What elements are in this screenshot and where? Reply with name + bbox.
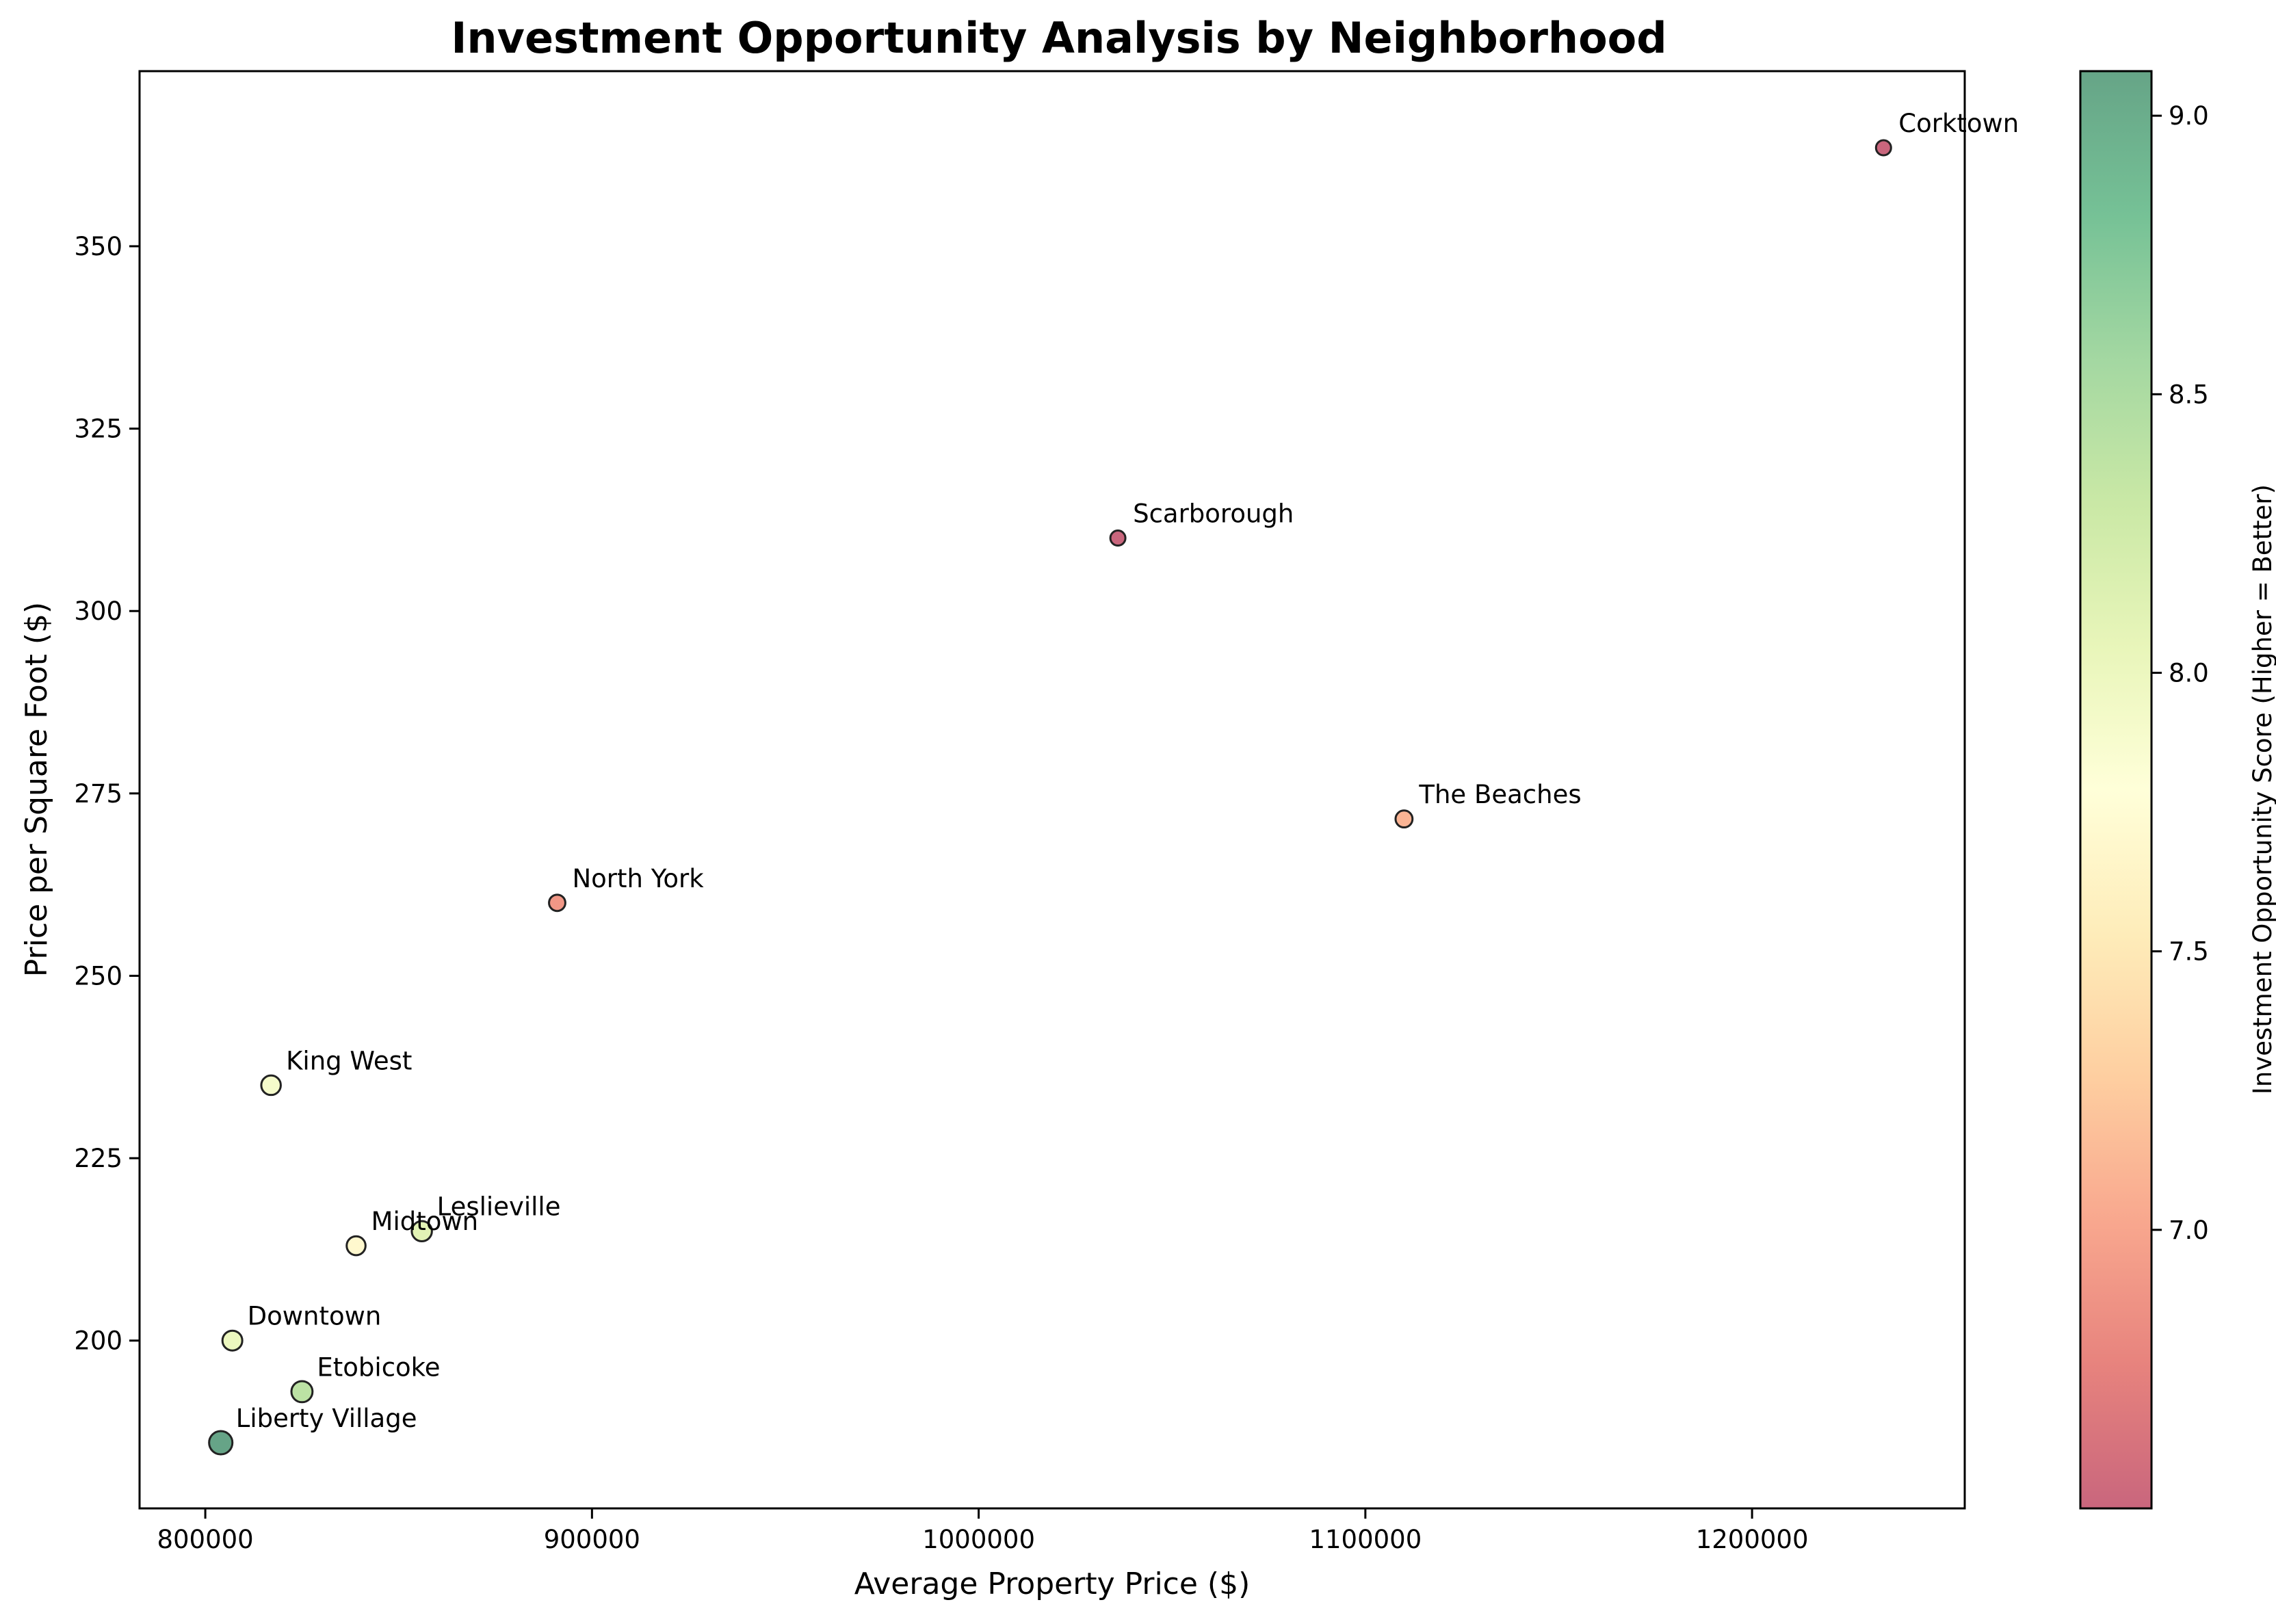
data-point-label: King West xyxy=(286,1046,412,1075)
data-point-label: Leslieville xyxy=(437,1192,561,1222)
y-tick-label: 250 xyxy=(74,961,122,991)
data-point xyxy=(1109,529,1127,547)
data-points xyxy=(208,139,1892,1456)
colorbar-gradient xyxy=(2080,71,2151,1508)
x-tick-label: 1000000 xyxy=(922,1525,1035,1554)
data-point xyxy=(221,1329,244,1352)
y-tick-label: 325 xyxy=(74,415,122,444)
colorbar-tick-label: 8.0 xyxy=(2169,658,2209,687)
colorbar-tick-label: 7.0 xyxy=(2169,1216,2209,1245)
data-point xyxy=(548,893,566,913)
data-point-label: The Beaches xyxy=(1418,780,1581,809)
data-point xyxy=(290,1380,314,1404)
y-axis-label: Price per Square Foot ($) xyxy=(19,602,54,977)
data-point-label: Scarborough xyxy=(1133,499,1294,529)
data-point xyxy=(410,1220,433,1242)
y-tick-label: 200 xyxy=(74,1326,122,1356)
y-tick-label: 350 xyxy=(74,232,122,261)
plot-frame xyxy=(138,70,1966,1510)
x-axis-label: Average Property Price ($) xyxy=(854,1567,1251,1601)
data-point-labels: Corktown Scarborough The Beaches North York… xyxy=(236,109,2019,1433)
data-point-label: Midtown xyxy=(371,1207,479,1236)
data-point xyxy=(260,1074,282,1097)
colorbar: 7.0 7.5 8.0 8.5 9.0 Investment Opportunity S… xyxy=(2079,70,2276,1510)
colorbar-ticks: 7.0 7.5 8.0 8.5 9.0 xyxy=(2151,101,2209,1245)
data-point-label: Downtown xyxy=(248,1302,382,1331)
data-point-label: Etobicoke xyxy=(317,1352,440,1382)
colorbar-frame xyxy=(2079,70,2153,1510)
data-point xyxy=(1874,139,1892,157)
plot-area: 800000 900000 1000000 1100000 1200000 200 225… xyxy=(74,70,2019,1554)
x-tick-label: 800000 xyxy=(157,1525,253,1554)
data-point xyxy=(1394,809,1414,829)
colorbar-label: Investment Opportunity Score (Higher = B… xyxy=(2248,484,2276,1095)
data-point-label: North York xyxy=(572,864,704,893)
y-axis-ticks: 200 225 250 275 300 325 350 xyxy=(74,232,140,1356)
data-point xyxy=(208,1430,234,1456)
x-tick-label: 1100000 xyxy=(1309,1525,1422,1554)
y-tick-label: 300 xyxy=(74,597,122,626)
colorbar-tick-label: 9.0 xyxy=(2169,101,2209,131)
colorbar-tick-label: 7.5 xyxy=(2169,937,2209,967)
y-tick-label: 225 xyxy=(74,1144,122,1173)
data-point xyxy=(345,1235,367,1257)
data-point-label: Corktown xyxy=(1898,109,2019,138)
x-tick-label: 1200000 xyxy=(1696,1525,1809,1554)
data-point-label: Liberty Village xyxy=(236,1404,417,1433)
x-axis-ticks: 800000 900000 1000000 1100000 1200000 xyxy=(157,1508,1809,1554)
y-tick-label: 275 xyxy=(74,779,122,809)
colorbar-tick-label: 8.5 xyxy=(2169,380,2209,409)
x-tick-label: 900000 xyxy=(544,1525,640,1554)
chart-title: Investment Opportunity Analysis by Neigh… xyxy=(451,13,1666,63)
